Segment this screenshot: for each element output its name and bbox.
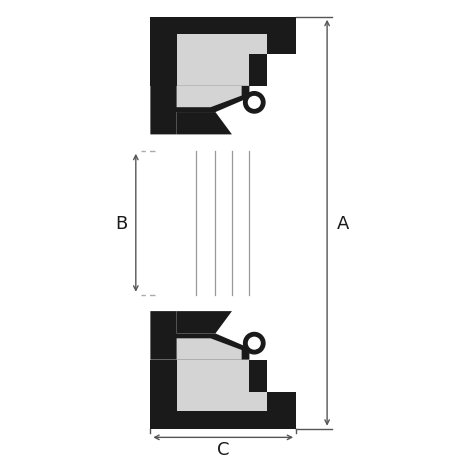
- Polygon shape: [266, 35, 296, 55]
- Circle shape: [243, 92, 264, 114]
- Polygon shape: [150, 360, 176, 411]
- Circle shape: [248, 97, 259, 109]
- Polygon shape: [150, 35, 176, 87]
- Polygon shape: [176, 35, 266, 87]
- Polygon shape: [176, 113, 231, 135]
- Polygon shape: [249, 360, 266, 392]
- Polygon shape: [150, 312, 249, 360]
- Polygon shape: [249, 55, 266, 87]
- Polygon shape: [150, 87, 249, 135]
- Circle shape: [248, 338, 259, 349]
- Text: A: A: [336, 214, 348, 232]
- Polygon shape: [176, 312, 231, 334]
- Text: B: B: [115, 214, 127, 232]
- Polygon shape: [176, 87, 241, 108]
- Polygon shape: [176, 339, 241, 360]
- Polygon shape: [150, 411, 296, 429]
- Polygon shape: [176, 360, 266, 411]
- Polygon shape: [150, 18, 296, 35]
- Polygon shape: [266, 392, 296, 411]
- Text: C: C: [217, 440, 229, 458]
- Circle shape: [243, 333, 264, 354]
